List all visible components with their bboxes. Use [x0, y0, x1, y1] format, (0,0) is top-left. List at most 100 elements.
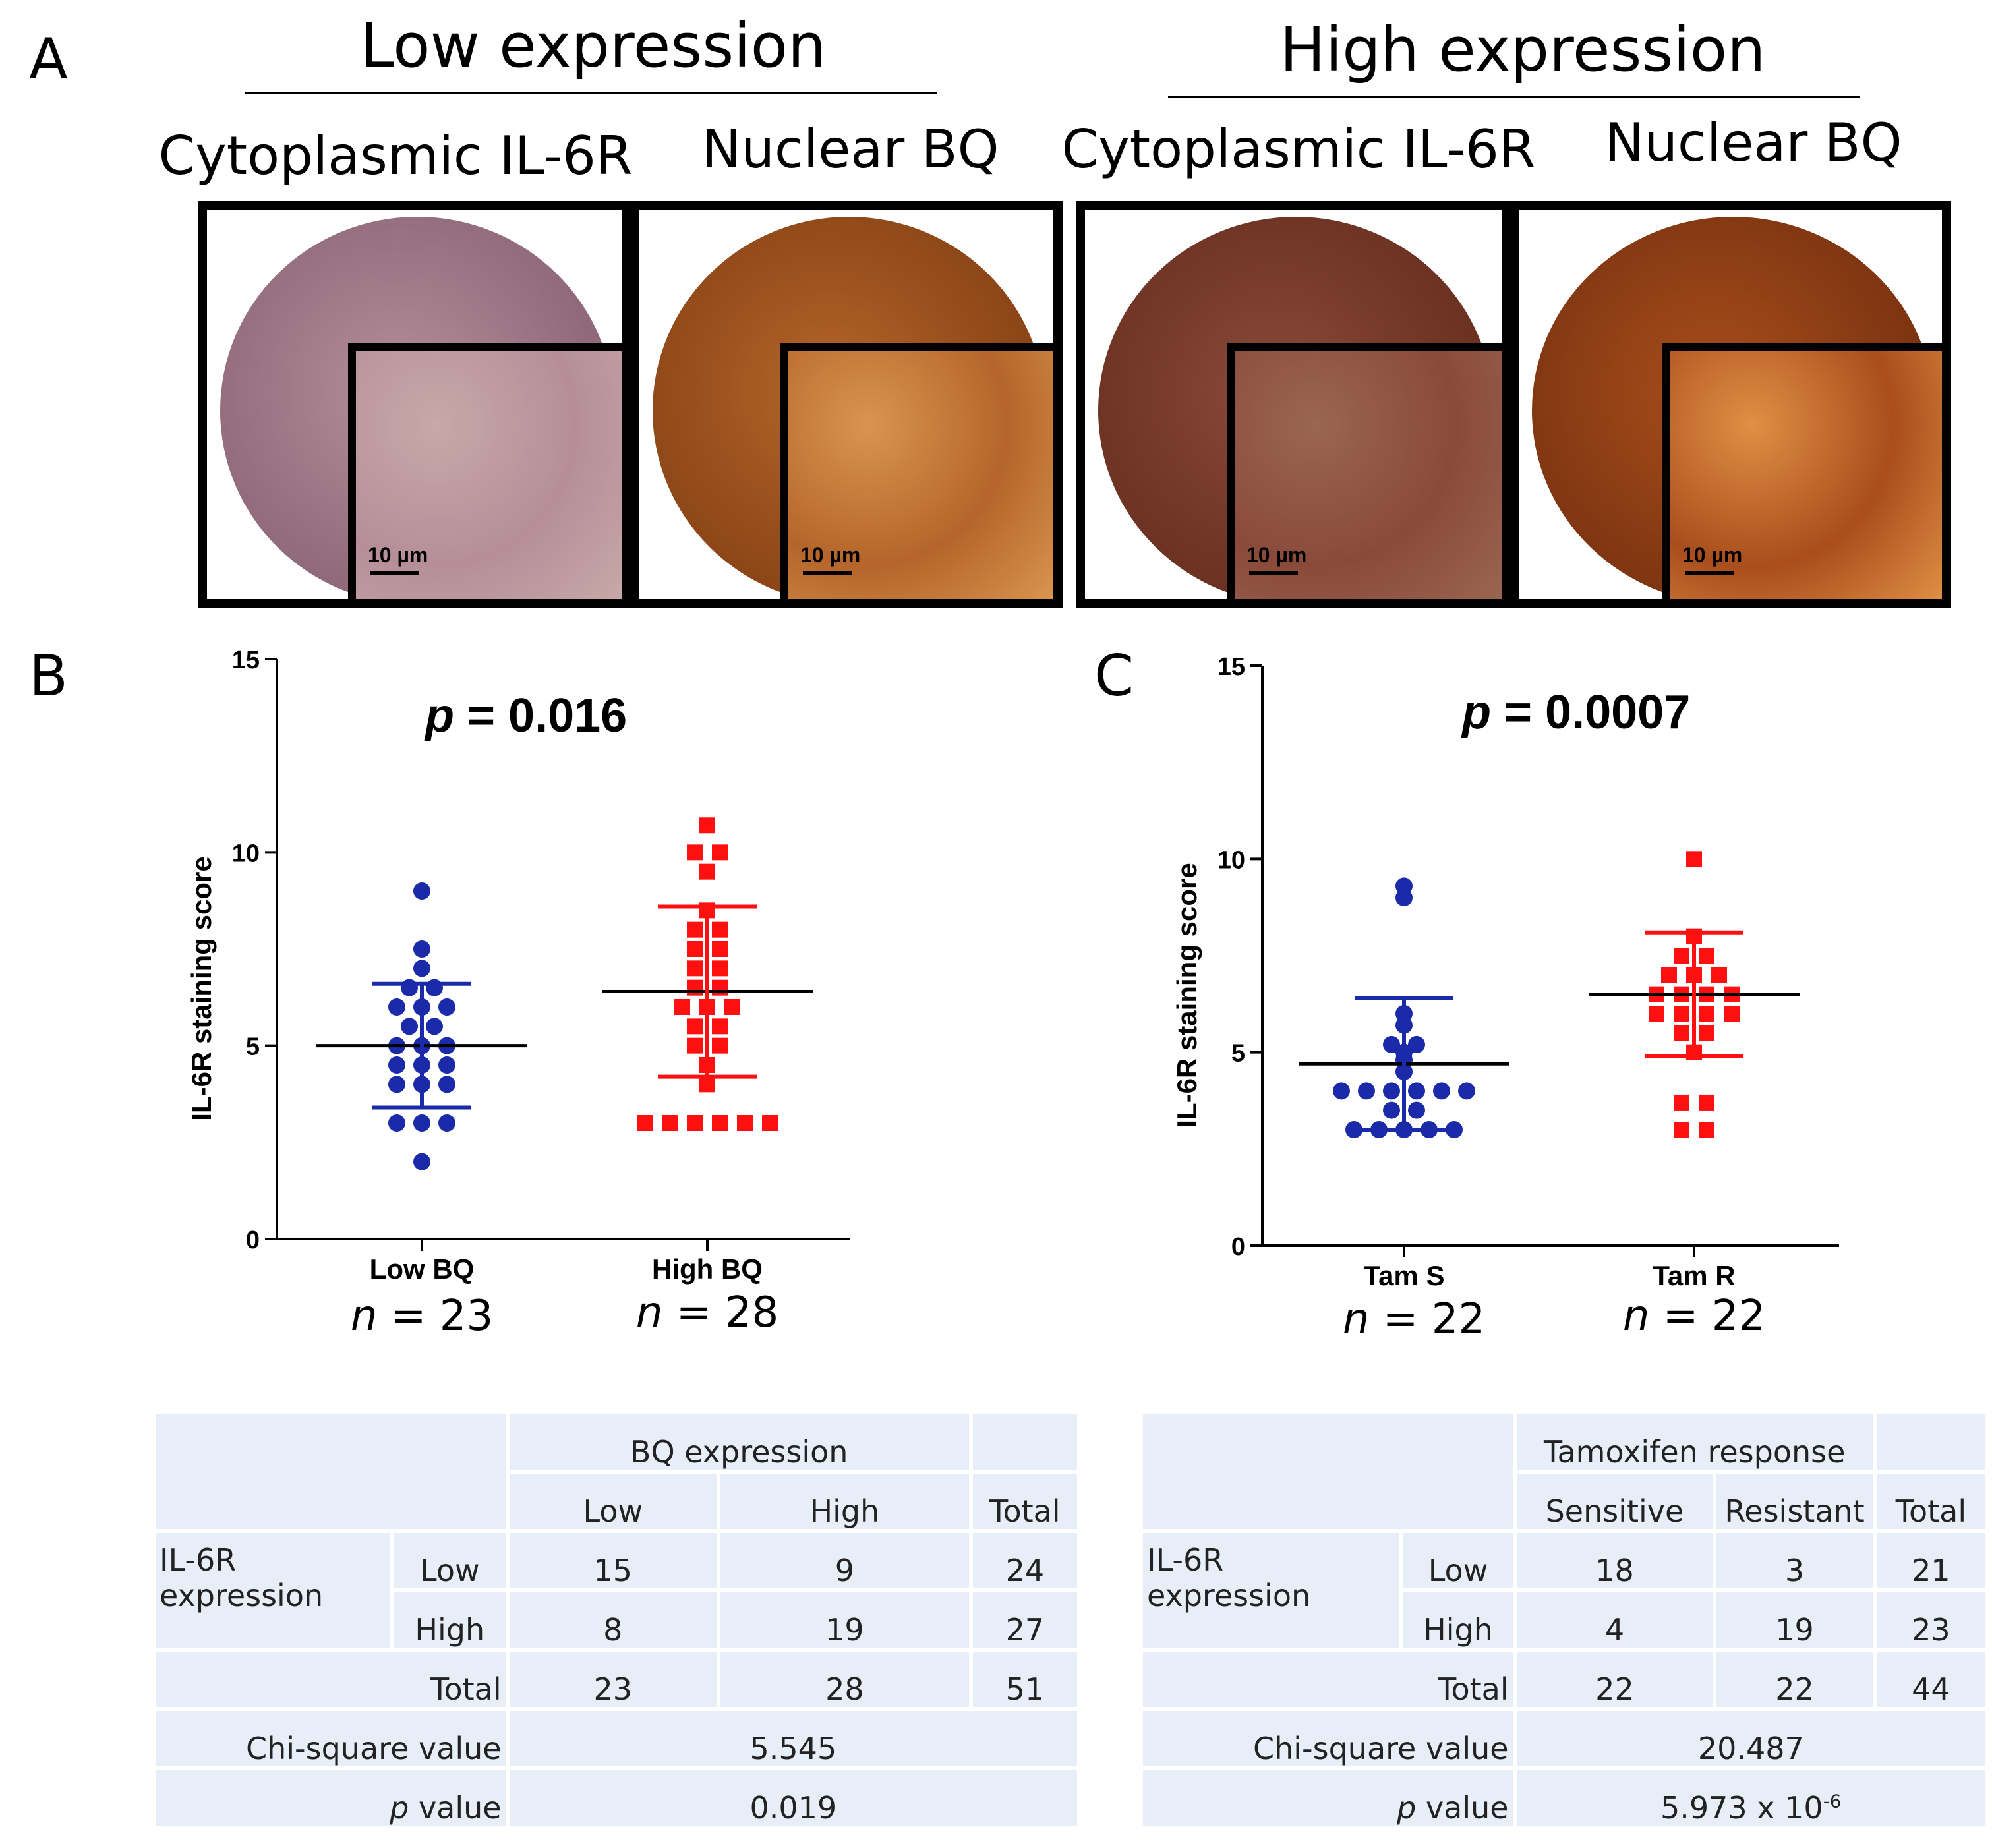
data-point	[1674, 1122, 1689, 1138]
data-point	[687, 979, 703, 996]
table-cell: 21	[1876, 1533, 1985, 1588]
data-point	[426, 1018, 443, 1035]
data-point	[724, 999, 740, 1015]
y-tick-label: 10	[1217, 846, 1245, 874]
data-point	[1674, 948, 1689, 964]
table-cell: 18	[1516, 1533, 1713, 1588]
table-p-label: p value	[156, 1770, 506, 1826]
magnified-inset: 10 µm	[1662, 343, 1942, 599]
table-row: BQ expression	[156, 1414, 1077, 1529]
group-line-high	[1168, 96, 1860, 98]
data-point	[1383, 1101, 1400, 1119]
data-point	[687, 1037, 703, 1054]
data-point	[1333, 1082, 1350, 1100]
data-point	[1408, 1101, 1425, 1119]
micrograph-1: 10 µm	[198, 201, 631, 608]
group-title-low: Low expression	[360, 11, 827, 81]
chart-b-p-title: p = 0.016	[425, 689, 628, 742]
charts-svg: 0 5 10 15 Low BQ High BQ IL-6R staining score 0…	[186, 647, 1839, 1291]
data-point	[1408, 1082, 1425, 1100]
y-tick-label: 15	[232, 647, 260, 674]
data-point	[1345, 1121, 1362, 1138]
table-row-label: High	[1403, 1592, 1513, 1648]
table-total-label: Total	[156, 1652, 506, 1707]
table-chi-value: 5.545	[509, 1711, 1077, 1766]
data-point	[712, 921, 728, 938]
magnified-inset: 10 µm	[1227, 343, 1502, 599]
data-point	[699, 1076, 715, 1093]
data-point	[712, 1037, 728, 1054]
data-point	[388, 998, 405, 1016]
micrograph-3: 10 µm	[1076, 201, 1511, 608]
scale-bar-label: 10 µm	[800, 543, 861, 567]
table-p-value: 0.019	[509, 1770, 1077, 1826]
table-tamoxifen-response: Tamoxifen response Sensitive Resistant T…	[1139, 1410, 1989, 1830]
data-point	[687, 960, 703, 977]
table-row: IL-6R expression Low 18 3 21	[1143, 1533, 1985, 1648]
table-cell: 3	[1716, 1533, 1873, 1588]
data-point	[1458, 1082, 1475, 1100]
data-point	[401, 979, 418, 996]
x-tick-label: Tam S	[1364, 1260, 1445, 1291]
p-value-base: 5.973 x 10	[1660, 1790, 1823, 1826]
n-italic: n	[350, 1292, 378, 1341]
table-cell: 23	[509, 1652, 717, 1707]
table-row: High 8 19 27	[156, 1592, 1077, 1648]
data-point	[438, 998, 455, 1016]
table-cell: 24	[972, 1533, 1077, 1588]
data-point	[699, 817, 715, 834]
table-row: Total 23 28 51	[156, 1652, 1077, 1707]
data-point	[413, 1114, 430, 1132]
n-italic: n	[635, 1288, 663, 1337]
table-cell: 19	[720, 1592, 969, 1648]
table-cell: 28	[720, 1652, 969, 1707]
data-point	[388, 1076, 405, 1093]
data-point	[674, 999, 690, 1015]
n-label-tam-r: n = 22	[1622, 1292, 1766, 1341]
table-row: Chi-square value 20.487	[1143, 1711, 1985, 1766]
data-point	[1446, 1121, 1463, 1138]
table-row: Chi-square value 5.545	[156, 1711, 1077, 1766]
table-p-value: 5.973 x 10-6	[1516, 1770, 1985, 1826]
scale-bar	[1249, 571, 1298, 575]
data-point	[1699, 1122, 1714, 1138]
y-axis-label: IL-6R staining score	[186, 856, 217, 1120]
data-point	[712, 979, 728, 996]
p-value-exponent: -6	[1823, 1790, 1842, 1812]
data-point	[712, 960, 728, 977]
table-row-label: High	[394, 1592, 506, 1648]
data-point	[388, 1056, 405, 1074]
data-point	[687, 1115, 703, 1131]
y-tick-label: 5	[1231, 1040, 1245, 1068]
table-col-header: Total	[972, 1474, 1077, 1529]
panel-c-letter: C	[1094, 643, 1134, 709]
scale-bar-label: 10 µm	[1682, 543, 1743, 567]
table-header-group: BQ expression	[509, 1414, 969, 1470]
scale-bar	[1685, 571, 1734, 575]
image-label-2: Nuclear BQ	[701, 119, 999, 180]
table-col-header: Sensitive	[1516, 1474, 1713, 1529]
table-cell: 23	[1876, 1592, 1985, 1648]
table-bq-expression: BQ expression Low High Total IL-6R expre…	[152, 1410, 1081, 1830]
data-point	[712, 941, 728, 957]
chart-b-p-value: 0.016	[508, 689, 628, 742]
micrograph-4: 10 µm	[1509, 201, 1951, 608]
data-point	[637, 1115, 653, 1131]
p-label-text: value	[1425, 1790, 1509, 1826]
x-tick-label: Low BQ	[370, 1254, 475, 1285]
chart-c-p-value: 0.0007	[1545, 686, 1691, 739]
data-point	[438, 1076, 455, 1093]
table-cell: 27	[972, 1592, 1077, 1648]
group-title-high: High expression	[1279, 14, 1766, 85]
data-point	[1686, 851, 1702, 867]
table-row: Low High Total	[156, 1474, 1077, 1529]
table-col-header: Resistant	[1716, 1474, 1873, 1529]
data-point	[687, 921, 703, 938]
x-tick-label: High BQ	[652, 1254, 763, 1285]
table-cell: 19	[1716, 1592, 1873, 1648]
panel-b-letter: B	[29, 643, 68, 709]
table-cell: 8	[509, 1592, 717, 1648]
data-point	[1358, 1082, 1375, 1100]
data-point	[1433, 1082, 1450, 1100]
table-row: Tamoxifen response	[1143, 1414, 1985, 1529]
